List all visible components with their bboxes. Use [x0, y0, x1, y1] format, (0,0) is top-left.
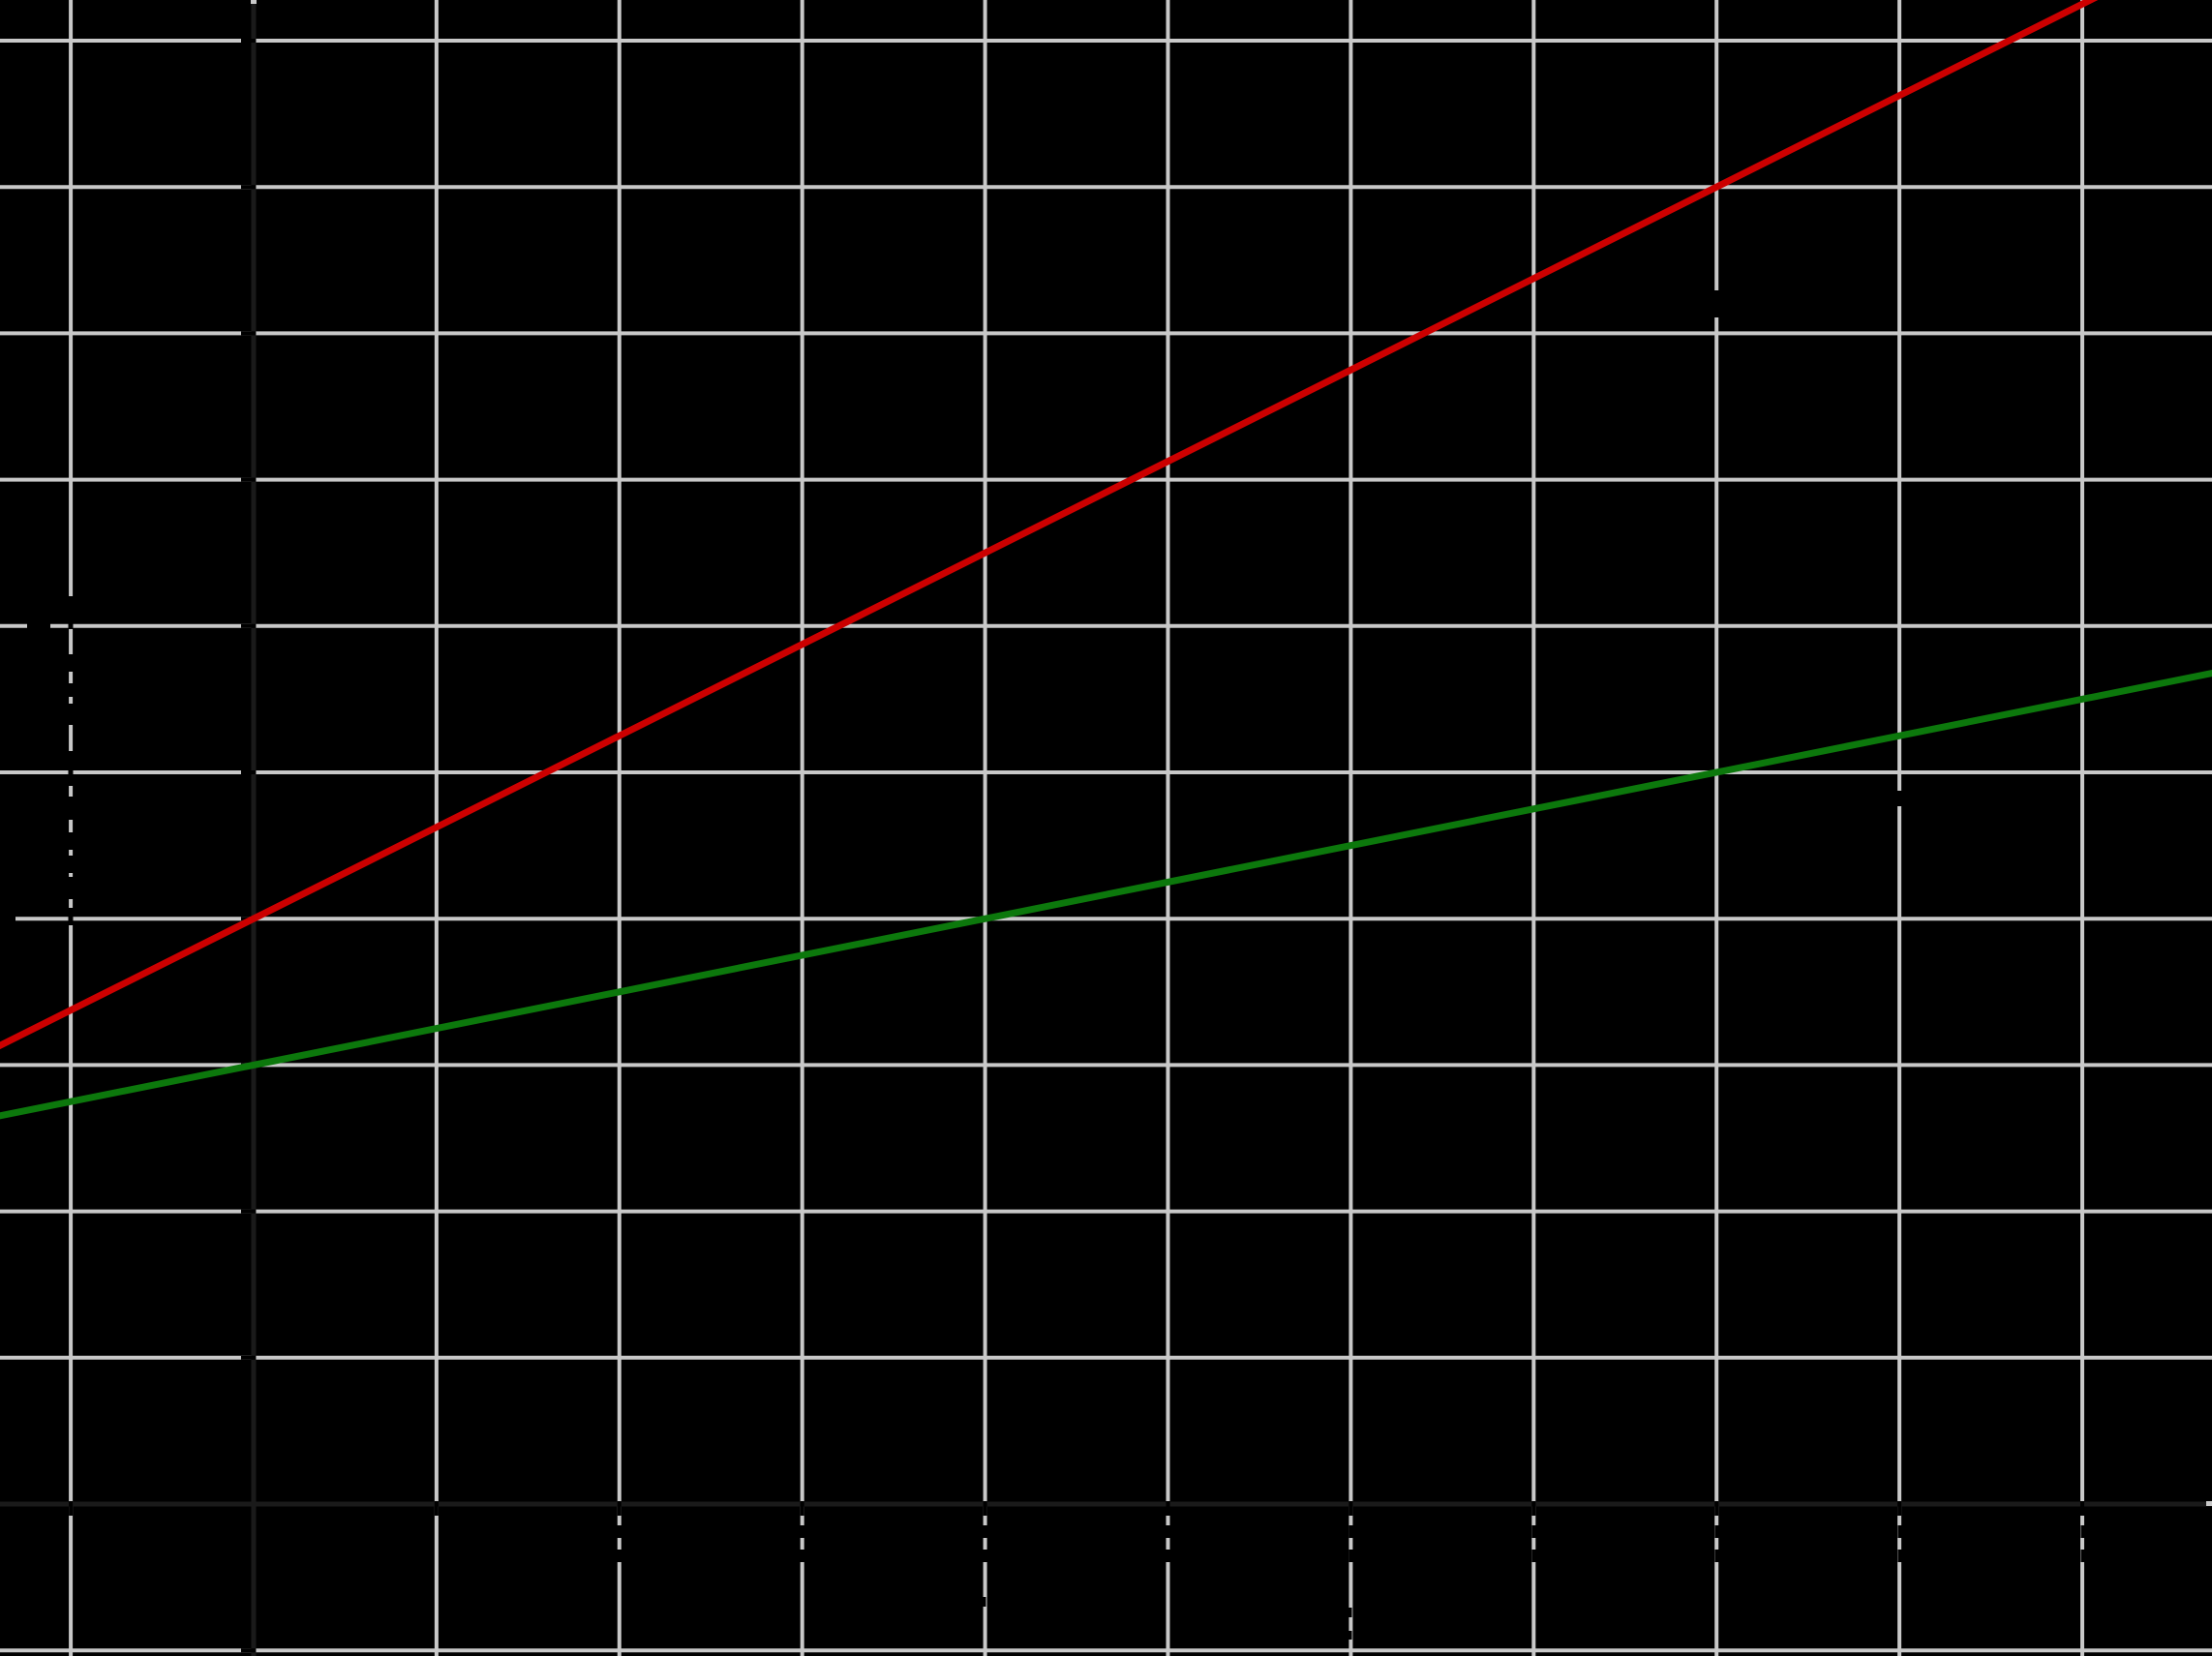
illegible-x-tick-label-fragment	[1897, 1525, 1903, 1538]
green-line	[0, 670, 2212, 1120]
illegible-x-tick-label-fragment	[983, 1550, 988, 1562]
red-line	[0, 0, 2099, 1050]
illegible-x-tick-label-fragment	[1531, 1550, 1537, 1562]
illegible-x-title-fragment	[1347, 1631, 1352, 1640]
illegible-y-title-fragment	[68, 683, 74, 697]
illegible-y-title-fragment	[27, 623, 50, 629]
illegible-x-tick-label-fragment	[1897, 1550, 1903, 1562]
red-line-label-fragment	[1711, 290, 1719, 317]
illegible-y-title-fragment	[68, 596, 74, 629]
illegible-x-tick-label-fragment	[1348, 1525, 1354, 1538]
illegible-x-tick-label-fragment	[1166, 1550, 1171, 1562]
illegible-x-tick-label-fragment	[1166, 1525, 1171, 1538]
illegible-x-tick-label-fragment	[800, 1525, 805, 1538]
illegible-x-tick-label-fragment	[1348, 1550, 1354, 1562]
illegible-x-tick-label-fragment	[1714, 1525, 1720, 1538]
illegible-x-title-fragment	[1347, 1608, 1352, 1617]
illegible-x-tick-label-fragment	[983, 1525, 988, 1538]
illegible-y-title-fragment	[68, 704, 74, 725]
illegible-y-title-fragment	[68, 908, 74, 925]
illegible-x-tick-label-fragment	[2080, 1525, 2086, 1538]
illegible-x-tick-label-fragment	[617, 1550, 622, 1562]
illegible-y-title-fragment	[68, 877, 74, 899]
illegible-x-tick-label-fragment	[1531, 1525, 1537, 1538]
illegible-y-title-fragment	[68, 856, 74, 873]
illegible-x-tick-label-fragment	[617, 1525, 622, 1538]
illegible-y-title-fragment	[0, 916, 15, 921]
illegible-y-title-fragment	[68, 797, 74, 820]
axis-arrowhead-remnant	[2206, 1501, 2212, 1506]
illegible-x-tick-label-fragment	[1714, 1550, 1720, 1562]
illegible-y-title-fragment	[68, 751, 74, 786]
green-line-label-fragment	[1896, 791, 1904, 806]
illegible-x-title-fragment	[981, 1597, 986, 1607]
illegible-x-tick-label-fragment	[800, 1550, 805, 1562]
illegible-x-tick-label-fragment	[2080, 1550, 2086, 1562]
axis-arrowhead-remnant	[251, 0, 257, 4]
illegible-y-title-fragment	[68, 654, 74, 672]
illegible-y-title-fragment	[68, 832, 74, 850]
